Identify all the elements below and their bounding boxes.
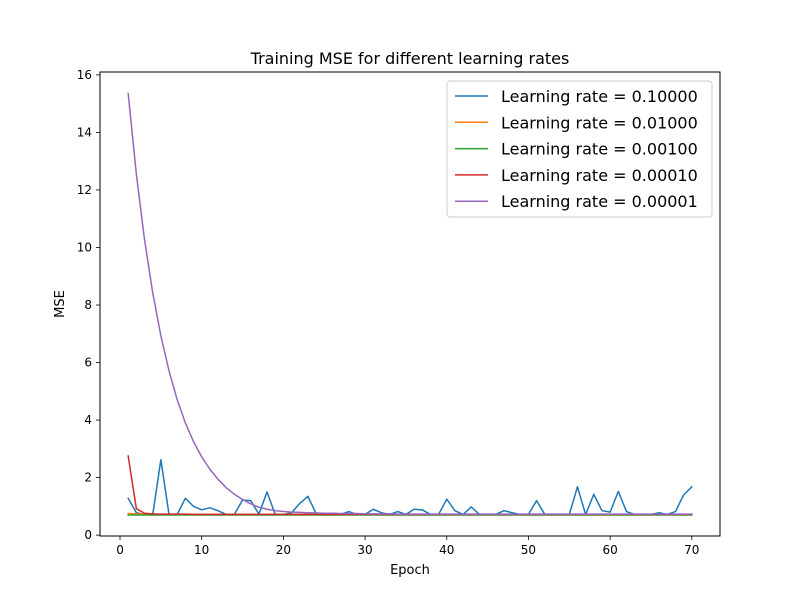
chart-title: Training MSE for different learning rate… <box>250 49 570 68</box>
x-axis-label: Epoch <box>390 563 430 578</box>
x-tick-label: 30 <box>357 543 372 557</box>
legend-label-2: Learning rate = 0.00100 <box>501 140 698 159</box>
x-tick-label: 10 <box>194 543 209 557</box>
x-tick-label: 60 <box>602 543 617 557</box>
legend-label-4: Learning rate = 0.00001 <box>501 192 698 211</box>
x-tick-label: 0 <box>116 543 124 557</box>
y-tick-label: 2 <box>84 471 92 485</box>
plot-frame <box>99 71 721 537</box>
legend-label-1: Learning rate = 0.01000 <box>501 113 698 132</box>
legend: Learning rate = 0.10000 Learning rate = 0… <box>446 80 713 218</box>
legend-label-3: Learning rate = 0.00010 <box>501 166 698 185</box>
y-tick-label: 12 <box>77 183 92 197</box>
legend-box <box>446 80 713 218</box>
y-tick-label: 8 <box>84 298 92 312</box>
series-line-4 <box>127 92 693 515</box>
y-tick-label: 14 <box>77 125 92 139</box>
y-tick-label: 4 <box>84 413 92 427</box>
y-tick-label: 6 <box>84 356 92 370</box>
y-axis: 0 2 4 6 8 10 12 14 16 <box>77 68 100 542</box>
y-tick-label: 16 <box>77 68 92 82</box>
series-line-0 <box>127 459 693 516</box>
x-tick-label: 50 <box>521 543 536 557</box>
x-tick-label: 20 <box>276 543 291 557</box>
x-axis: 0 10 20 30 40 50 60 70 <box>116 536 699 557</box>
x-tick-label: 70 <box>684 543 699 557</box>
legend-label-0: Learning rate = 0.10000 <box>501 87 698 106</box>
y-tick-label: 10 <box>77 240 92 254</box>
y-axis-label: MSE <box>53 290 68 318</box>
series-layer <box>127 92 693 516</box>
x-tick-label: 40 <box>439 543 454 557</box>
y-tick-label: 0 <box>84 528 92 542</box>
